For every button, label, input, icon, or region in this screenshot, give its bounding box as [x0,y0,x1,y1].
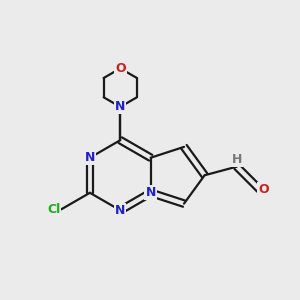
Text: H: H [232,153,242,166]
Text: Cl: Cl [47,203,60,216]
Text: N: N [115,204,125,217]
Text: N: N [85,151,95,164]
Text: O: O [115,62,126,75]
Text: O: O [258,183,268,196]
Text: N: N [146,186,156,199]
Text: N: N [115,100,125,113]
